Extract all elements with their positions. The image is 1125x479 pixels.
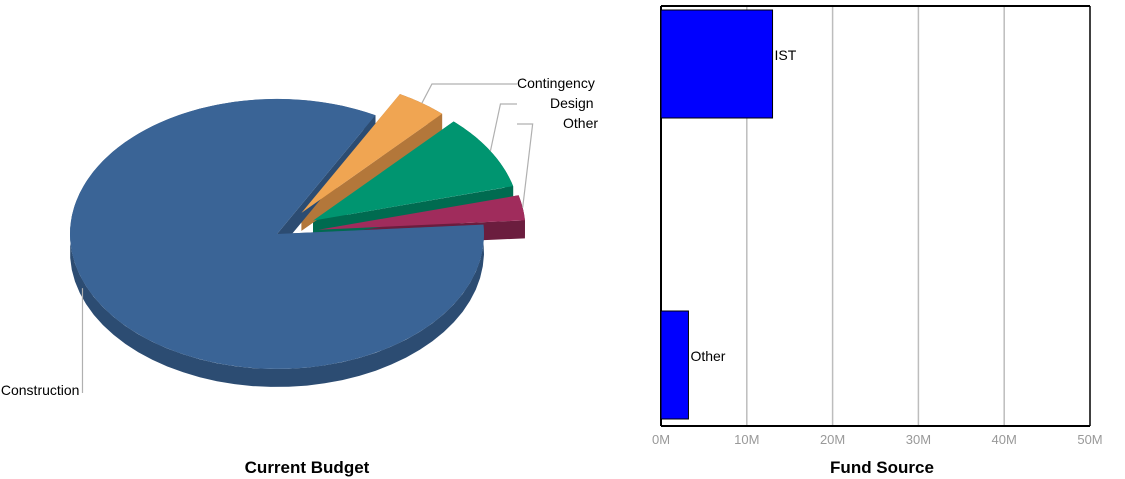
bar-tick-label-0: 0M (652, 432, 670, 447)
pie-labels: Other Design Contingency Construction (1, 75, 598, 398)
pie-leader-other (517, 123, 534, 208)
pie-leader-lines (81, 83, 534, 393)
pie-label-contingency: Contingency (517, 75, 595, 91)
bar-axes (660, 5, 1091, 427)
bar-bars (660, 9, 774, 420)
bar-label-other: Other (690, 348, 725, 364)
current-budget-pie-chart: Other Design Contingency Construction Curre… (1, 75, 598, 477)
pie-label-design: Design (550, 95, 594, 111)
bar-chart-title: Fund Source (830, 458, 934, 477)
pie-slice-construction (69, 98, 484, 369)
pie-label-other: Other (563, 115, 598, 131)
bar-label-ist: IST (775, 47, 797, 63)
bar-tick-label-2: 20M (820, 432, 845, 447)
bar-ist (660, 9, 774, 119)
pie-slice-other (318, 195, 525, 230)
bar-other (660, 310, 689, 420)
pie-leader-contingency (421, 83, 517, 104)
bar-tick-label-1: 10M (734, 432, 759, 447)
bar-tick-labels: 0M 10M 20M 30M 40M 50M (652, 432, 1103, 447)
bar-gridlines (746, 6, 1005, 426)
bar-tick-label-3: 30M (906, 432, 931, 447)
bar-tick-label-5: 50M (1077, 432, 1102, 447)
bar-category-labels: IST Other (690, 47, 796, 364)
bar-tick-label-4: 40M (992, 432, 1017, 447)
pie-slice-face-contingency-1 (301, 113, 443, 231)
pie-chart-title: Current Budget (245, 458, 370, 477)
pie-tops (69, 94, 525, 369)
pie-leader-design (489, 103, 517, 152)
pie-slice-contingency (301, 94, 443, 213)
pie-slice-design (313, 121, 514, 221)
pie-label-construction: Construction (1, 382, 80, 398)
